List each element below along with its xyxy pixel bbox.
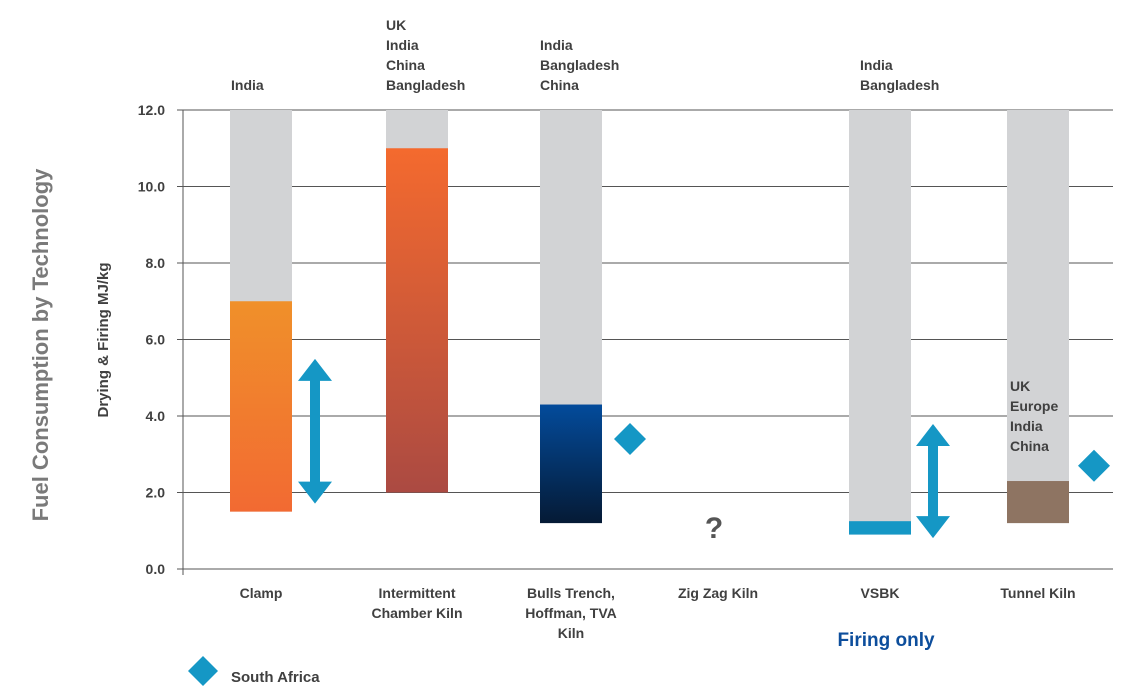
category-label: VSBK	[861, 585, 900, 601]
consumption-bar	[230, 301, 292, 512]
y-axis-label: Drying & Firing MJ/kg	[95, 262, 112, 417]
south-africa-diamond-icon	[614, 422, 646, 455]
double-arrow-icon	[298, 358, 332, 504]
south-africa-range-arrow	[916, 423, 950, 539]
y-tick-label: 6.0	[146, 332, 166, 348]
range-background-bar	[849, 110, 911, 535]
firing-only-annotation: Firing only	[837, 630, 935, 651]
y-axis: 0.0 2.0 4.0 6.0 8.0 10.0 12.0	[138, 102, 184, 577]
gridlines	[177, 109, 1113, 570]
region-label: India Bangladesh	[860, 57, 939, 93]
category-label: Clamp	[240, 585, 283, 601]
double-arrow-icon	[916, 423, 950, 539]
y-tick-label: 8.0	[146, 255, 166, 271]
y-tick-label: 0.0	[146, 561, 166, 577]
legend-label-south-africa: South Africa	[231, 669, 320, 686]
consumption-bar	[386, 148, 448, 493]
consumption-bar	[1007, 481, 1069, 524]
region-label: UK Europe India China	[1010, 378, 1058, 454]
y-tick-label: 2.0	[146, 485, 166, 501]
range-background-bar	[1007, 110, 1069, 524]
chart-title: Fuel Consumption by Technology	[28, 168, 53, 522]
category-label: Tunnel Kiln	[1000, 585, 1075, 601]
category-label: Bulls Trench, Hoffman, TVA Kiln	[525, 585, 617, 641]
south-africa-diamond-icon	[1078, 449, 1110, 482]
legend: South Africa	[188, 656, 320, 686]
labels-layer: Clamp India Intermittent Chamber Kiln UK Indi…	[231, 17, 1076, 641]
y-tick-label: 4.0	[146, 408, 166, 424]
region-label: India Bangladesh China	[540, 37, 619, 93]
category-label: Zig Zag Kiln	[678, 585, 758, 601]
consumption-bar	[849, 521, 911, 535]
y-tick-label: 10.0	[138, 179, 165, 195]
category-label: Intermittent Chamber Kiln	[371, 585, 462, 621]
south-africa-range-arrow	[298, 358, 332, 504]
consumption-bar	[540, 404, 602, 524]
region-label: India	[231, 77, 264, 93]
unknown-value-mark: ?	[705, 512, 723, 545]
region-label: UK India China Bangladesh	[386, 17, 465, 93]
south-africa-markers	[298, 358, 1110, 539]
y-tick-label: 12.0	[138, 102, 165, 118]
bars-layer	[230, 110, 1069, 535]
legend-diamond-icon	[188, 656, 218, 686]
